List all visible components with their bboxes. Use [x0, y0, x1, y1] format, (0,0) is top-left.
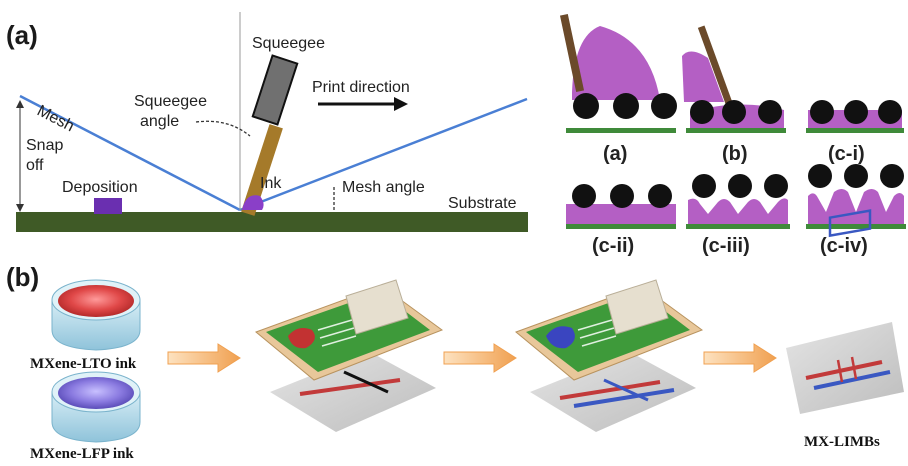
squeegee: [241, 54, 299, 216]
ink-dish-lto: [51, 279, 141, 351]
product-pattern: [805, 209, 891, 390]
stage-c-i-mesh-dot: [878, 100, 902, 124]
squeegee-blade: [251, 54, 299, 126]
snap-off-arrow-top: [16, 100, 24, 108]
stage-a-mesh-dot: [573, 93, 599, 119]
squeegee-angle-arc: [195, 120, 251, 137]
stage-c-iv-diagram: [806, 164, 906, 229]
stage-c-i-substrate: [806, 128, 904, 133]
paper-2: [530, 352, 696, 432]
stage-c-iii-diagram: [686, 174, 790, 229]
stage-c-ii-ink: [566, 204, 676, 226]
squeegee-angle-label-line2: angle: [140, 113, 179, 130]
substrate-label: Substrate: [448, 195, 517, 212]
stage-b-ink: [682, 51, 724, 102]
stage-c-ii-mesh-dot: [610, 184, 634, 208]
frame-1-red-ink: [288, 328, 315, 349]
stage-c-i-caption: (c-i): [828, 143, 865, 165]
final-product: [786, 209, 904, 414]
frame-2-blue-ink: [546, 326, 575, 349]
screen-frame-1: [255, 279, 444, 432]
mesh-line-right: [239, 97, 528, 212]
stage-c-iii-mesh-dot: [728, 174, 752, 198]
stage-b-mesh-dot: [722, 100, 746, 124]
dish-lfp-ink: [58, 377, 134, 409]
substrate-bar: [16, 212, 528, 232]
frame-1-squeegee: [345, 279, 409, 335]
stage-c-ii-diagram: [566, 184, 676, 229]
stage-c-iv-mesh-dot: [880, 164, 904, 188]
stage-a-substrate: [566, 128, 676, 133]
stage-a-ink: [572, 26, 660, 100]
flow-arrow-1: [167, 343, 241, 373]
frame-2-squeegee: [605, 279, 669, 335]
squeegee-label: Squeegee: [252, 35, 325, 52]
squeegee-handle: [241, 124, 283, 216]
stage-c-iii-ink: [688, 198, 788, 226]
panel-b-label: (b): [6, 262, 39, 292]
stage-a-mesh-dot: [651, 93, 677, 119]
stage-b-substrate: [686, 128, 786, 133]
stage-c-ii-caption: (c-ii): [592, 235, 634, 257]
print-direction-arrow-head: [394, 97, 408, 111]
stage-a-mesh-dot: [613, 93, 639, 119]
deposition-label: Deposition: [62, 179, 138, 196]
stage-a-caption: (a): [603, 143, 627, 165]
screen-frame-2: [515, 279, 704, 432]
mesh-line-left: [19, 94, 241, 212]
stage-c-iv-ink: [808, 189, 904, 226]
stage-c-ii-substrate: [566, 224, 676, 229]
stage-a-diagram: [559, 14, 677, 133]
stage-b-caption: (b): [722, 143, 748, 165]
stage-c-iv-mesh-dot: [808, 164, 832, 188]
mesh-label: Mesh: [34, 102, 77, 135]
stage-b-squeegee: [697, 25, 734, 107]
flow-arrow-3: [703, 343, 777, 373]
ink-lfp-label: MXene-LFP ink: [30, 446, 134, 462]
paper-1: [270, 352, 436, 432]
ink-blob: [242, 195, 264, 210]
squeegee-angle-label-line1: Squeegee: [134, 93, 207, 110]
stage-grid: (a) (b) (c-i) (c-ii): [559, 14, 906, 257]
product-label: MX-LIMBs: [804, 434, 880, 450]
snap-off-arrow-bottom: [16, 204, 24, 212]
frame-1-mesh-pattern: [317, 319, 357, 347]
ink-lto-label: MXene-LTO ink: [30, 356, 137, 372]
print-direction-label: Print direction: [312, 79, 410, 96]
stage-c-iv-substrate: [806, 224, 906, 229]
frame-2-mesh-pattern: [577, 319, 617, 347]
stage-c-ii-mesh-dot: [572, 184, 596, 208]
stage-c-iii-mesh-dot: [764, 174, 788, 198]
stage-c-iii-substrate: [686, 224, 790, 229]
stage-c-i-mesh-dot: [810, 100, 834, 124]
stage-c-iv-mesh-dot: [844, 164, 868, 188]
snap-off-label-line1: Snap: [26, 137, 63, 154]
deposition-block: [94, 198, 122, 214]
stage-b-diagram: [682, 25, 786, 133]
stage-c-iv-caption: (c-iv): [820, 235, 868, 257]
stage-c-iii-caption: (c-iii): [702, 235, 750, 257]
stage-b-mesh-dot: [758, 100, 782, 124]
ink-dish-lfp: [51, 371, 141, 443]
ink-label: Ink: [260, 175, 282, 192]
printed-pattern-2: [559, 378, 675, 408]
flow-arrow-2: [443, 343, 517, 373]
stage-c-ii-mesh-dot: [648, 184, 672, 208]
stage-c-i-mesh-dot: [844, 100, 868, 124]
stage-c-iii-mesh-dot: [692, 174, 716, 198]
dish-lto-ink: [58, 285, 134, 317]
stage-c-i-diagram: [806, 100, 904, 133]
stage-a-squeegee: [559, 14, 585, 92]
mesh-angle-label: Mesh angle: [342, 179, 425, 196]
snap-off-label-line2: off: [26, 157, 44, 174]
stage-b-mesh-dot: [690, 100, 714, 124]
panel-a-label: (a): [6, 20, 38, 50]
